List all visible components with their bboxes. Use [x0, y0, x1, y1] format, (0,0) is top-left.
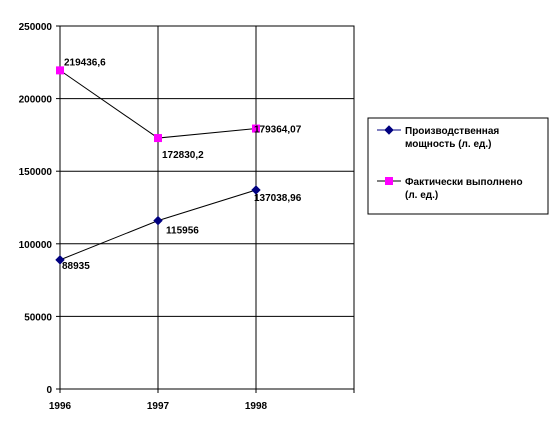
x-tick-label: 1996: [49, 401, 72, 412]
y-tick-label: 150000: [19, 167, 53, 178]
data-labels: 88935 115956 137038,96 219436,6 172830,2 1793…: [62, 57, 302, 271]
y-axis-tick-labels: 0 50000 100000 150000 200000 250000: [19, 22, 53, 396]
data-label: 137038,96: [254, 193, 302, 204]
y-tick-label: 200000: [19, 95, 53, 106]
legend-label-0: мощность (л. ед.): [405, 139, 491, 150]
x-axis-tick-labels: 1996 1997 1998: [49, 401, 268, 412]
y-tick-label: 100000: [19, 240, 53, 251]
data-label: 172830,2: [162, 150, 204, 161]
data-label: 179364,07: [254, 125, 302, 136]
data-label: 88935: [62, 261, 90, 272]
plot-background: [59, 25, 355, 390]
series-0-point-1: [153, 215, 163, 226]
data-label: 219436,6: [64, 57, 106, 68]
y-tick-label: 250000: [19, 22, 53, 33]
legend-label-1: Фактически выполнено: [405, 177, 523, 188]
series-markers: [55, 66, 261, 265]
x-tick-label: 1997: [147, 401, 170, 412]
plot-area: 88935 115956 137038,96 219436,6 172830,2 1793…: [55, 25, 355, 393]
y-tick-label: 50000: [24, 312, 52, 323]
series-0-point-0: [55, 255, 65, 265]
y-tick-label: 0: [46, 385, 52, 396]
series-0-point-2: [251, 185, 261, 195]
series-legend-0-point-symbol: [384, 125, 394, 135]
series-1-point-0: [56, 66, 64, 75]
legend-label-1: (л. ед.): [405, 190, 438, 201]
legend-box: [367, 117, 549, 215]
legend-label-0: Производственная: [405, 126, 499, 137]
series-legend-1-point-symbol: [385, 177, 393, 185]
legend: Производственная мощность (л. ед.) Фактиче…: [367, 117, 549, 215]
x-tick-label: 1998: [245, 401, 268, 412]
data-label: 115956: [166, 226, 199, 237]
series-1-point-1: [154, 134, 162, 143]
axes: [59, 26, 354, 390]
series-1-point-2: [252, 124, 260, 133]
